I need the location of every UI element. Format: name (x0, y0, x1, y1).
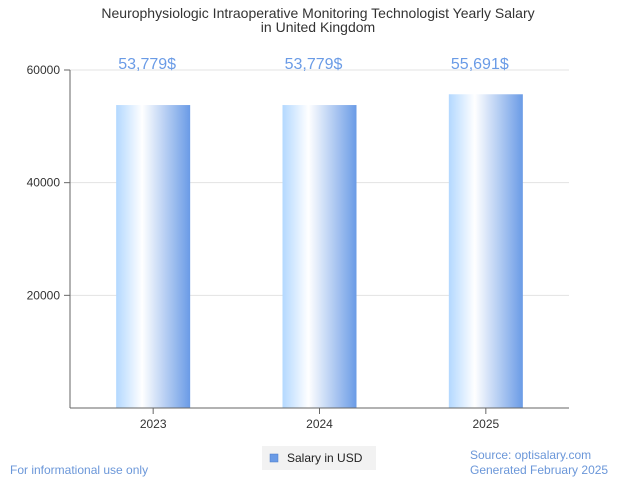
y-axis-ticks: 20000 40000 60000 (27, 63, 61, 302)
value-label: 55,691$ (451, 56, 509, 73)
value-label: 53,779$ (285, 56, 343, 73)
y-tick-label: 20000 (27, 288, 61, 302)
bars (116, 94, 523, 408)
chart-title-line-2: in United Kingdom (261, 19, 375, 35)
value-label: 53,779$ (118, 56, 176, 73)
y-tick-label: 60000 (27, 63, 61, 77)
x-tick-label: 2024 (306, 417, 333, 431)
source-text: Source: optisalary.com (470, 448, 591, 462)
bar (116, 105, 191, 408)
legend-box (262, 446, 376, 470)
legend-swatch (269, 453, 279, 463)
chart-title-line-1: Neurophysiologic Intraoperative Monitori… (101, 5, 534, 21)
bar (282, 105, 357, 408)
bar (448, 94, 523, 408)
value-labels: 53,779$ 53,779$ 55,691$ (118, 56, 509, 73)
legend: Salary in USD (262, 446, 376, 470)
generated-date-text: Generated February 2025 (470, 463, 608, 477)
x-axis-ticks: 2023 2024 2025 (140, 408, 500, 431)
disclaimer-text: For informational use only (10, 463, 148, 477)
x-tick-label: 2023 (140, 417, 167, 431)
x-tick-label: 2025 (472, 417, 499, 431)
y-tick-label: 40000 (27, 176, 61, 190)
legend-label: Salary in USD (287, 451, 363, 465)
